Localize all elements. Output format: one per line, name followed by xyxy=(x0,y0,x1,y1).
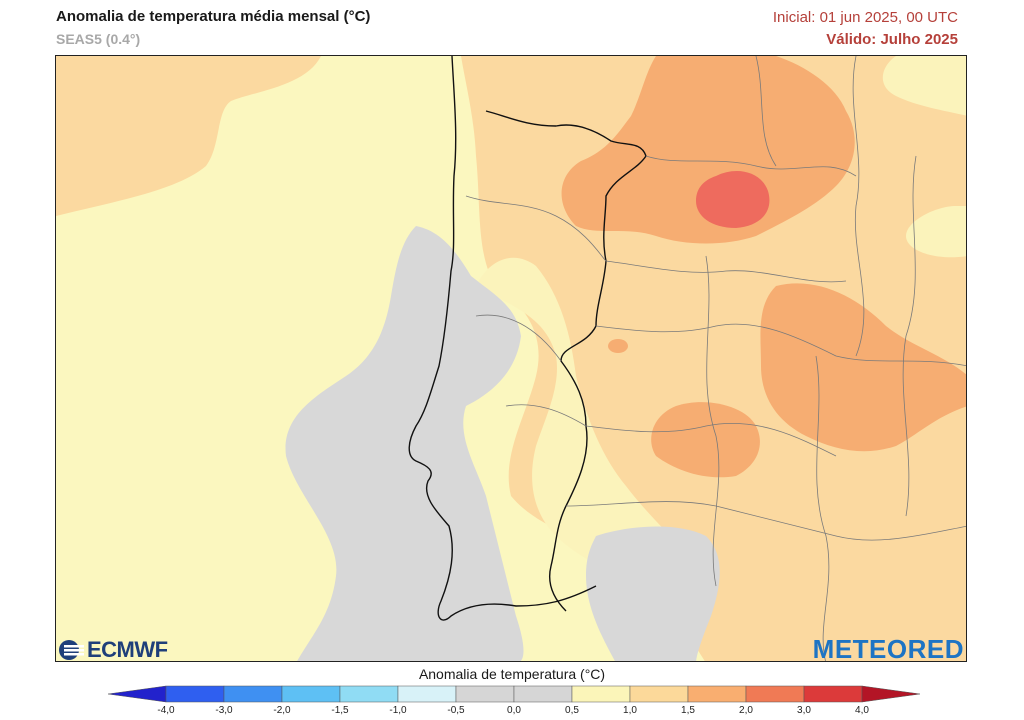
scale-segment xyxy=(281,685,341,703)
scale-tick-label: 2,0 xyxy=(739,705,753,716)
scale-segment xyxy=(803,685,863,703)
scale-tick-label: -3,0 xyxy=(215,705,233,716)
scale-segment xyxy=(339,685,399,703)
neutral-anomaly-zone xyxy=(285,226,524,661)
scale-segment xyxy=(629,685,689,703)
regional-borders xyxy=(465,56,966,661)
ecmwf-logo: ECMWF xyxy=(58,637,168,663)
scale-segment xyxy=(571,685,631,703)
ecmwf-emblem-icon xyxy=(59,640,84,660)
scale-tick-label: 0,5 xyxy=(565,705,579,716)
scale-tick-label: -0,5 xyxy=(447,705,465,716)
scale-tick-label: -1,5 xyxy=(331,705,349,716)
scale-arrow-low xyxy=(108,685,167,703)
color-scale-segments xyxy=(108,685,921,703)
east-warm-zone xyxy=(760,283,966,452)
map-title: Anomalia de temperatura média mensal (°C… xyxy=(56,8,371,25)
ecmwf-logo-text: ECMWF xyxy=(87,637,168,662)
north-warm-zone xyxy=(561,56,855,244)
scale-tick-label: 1,0 xyxy=(623,705,637,716)
scale-segment xyxy=(223,685,283,703)
neutral-south-zone xyxy=(586,526,720,661)
scale-tick-label: 4,0 xyxy=(855,705,869,716)
scale-segment xyxy=(745,685,805,703)
valid-period: Válido: Julho 2025 xyxy=(826,31,958,48)
scale-tick-label: -4,0 xyxy=(157,705,175,716)
scale-arrow-high xyxy=(861,685,921,703)
meteored-logo: METEORED xyxy=(812,634,964,664)
scale-segment xyxy=(455,685,515,703)
map-canvas xyxy=(56,56,966,661)
scale-tick-label: 1,5 xyxy=(681,705,695,716)
northeast-mild-zone xyxy=(882,56,966,116)
offshore-anomaly-zone xyxy=(56,56,321,216)
scale-segment xyxy=(397,685,457,703)
scale-tick-label: 3,0 xyxy=(797,705,811,716)
small-warm-spot xyxy=(608,339,628,353)
scale-tick-label: -1,0 xyxy=(389,705,407,716)
east-mild-zone xyxy=(906,206,966,258)
model-subtitle: SEAS5 (0.4°) xyxy=(56,31,141,47)
legend-title: Anomalia de temperatura (°C) xyxy=(418,666,606,682)
coastline xyxy=(408,56,597,621)
scale-tick-label: -2,0 xyxy=(273,705,291,716)
country-border xyxy=(485,110,647,612)
scale-segment xyxy=(513,685,573,703)
scale-segment xyxy=(687,685,747,703)
hot-spot-zone xyxy=(696,171,770,228)
scale-tick-label: 0,0 xyxy=(507,705,521,716)
initial-time: Inicial: 01 jun 2025, 00 UTC xyxy=(772,9,958,26)
color-scale-bar xyxy=(108,685,921,703)
south-warm-zone xyxy=(651,402,760,478)
scale-segment xyxy=(165,685,225,703)
temperature-anomaly-map xyxy=(55,55,967,662)
